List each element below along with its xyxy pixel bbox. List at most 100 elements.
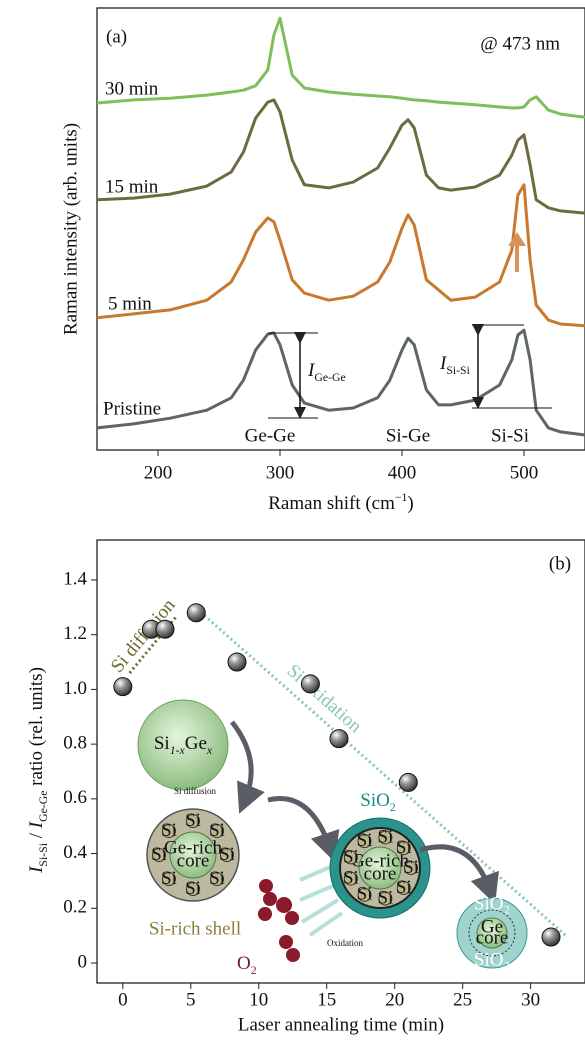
si-atom xyxy=(343,871,358,886)
core-label: Ge-rich xyxy=(164,837,223,858)
si-atom xyxy=(357,887,372,902)
spectrum xyxy=(96,16,585,119)
arrow xyxy=(419,844,499,905)
text-part: Si-Si xyxy=(446,364,470,377)
core xyxy=(169,831,217,879)
text-part: I xyxy=(307,360,316,381)
oxygen-label: O2 xyxy=(237,953,257,977)
arrow xyxy=(230,720,265,814)
si-atom xyxy=(186,814,200,828)
text-part: Raman shift (cm xyxy=(268,493,395,514)
data-point xyxy=(300,674,320,694)
text-part: / xyxy=(26,828,47,843)
core-label: core xyxy=(476,927,509,948)
core xyxy=(476,917,508,949)
oxygen-molecules xyxy=(258,879,300,962)
text-part: I xyxy=(26,865,47,874)
intensity-label: ISi-Si xyxy=(439,353,471,377)
spectrum xyxy=(96,98,585,215)
panel-label: (a) xyxy=(106,26,127,47)
y-tick-label: 0 xyxy=(78,951,88,972)
y-tick-label: 0.8 xyxy=(63,732,87,753)
text-part: I xyxy=(26,820,47,829)
oxygen-flow xyxy=(299,863,344,937)
si-label: Si xyxy=(161,820,177,841)
si-atom xyxy=(404,861,418,875)
si-atom xyxy=(210,823,225,838)
series-label: 15 min xyxy=(105,176,159,197)
x-tick-label: 30 xyxy=(521,989,540,1010)
panel-a: (a) @ 473 nm Raman intensity (arb. units… xyxy=(60,7,585,514)
si-label: Si xyxy=(219,844,235,865)
y-tick-label: 0.6 xyxy=(63,787,87,808)
alloy-particle xyxy=(137,699,229,791)
core-label: Ge-rich xyxy=(351,850,410,871)
x-tick-label: 10 xyxy=(249,989,268,1010)
trend-label: Si oxidation xyxy=(283,660,366,737)
core-label: Ge xyxy=(481,916,503,937)
si-atom xyxy=(378,891,393,906)
si-label: Si xyxy=(151,844,167,865)
si-atom xyxy=(357,834,372,849)
y-tick-label: 1.0 xyxy=(63,678,87,699)
y-axis-label: Raman intensity (arb. units) xyxy=(60,123,81,335)
data-point xyxy=(155,619,175,639)
si-label: Si xyxy=(377,887,393,908)
si-atom xyxy=(210,872,225,887)
si-label: Si xyxy=(161,868,177,889)
si-atom xyxy=(152,848,166,862)
x-tick-label: 400 xyxy=(388,462,417,483)
text-part: ratio (rel. units) xyxy=(26,667,47,790)
core-label: core xyxy=(364,863,397,884)
series-label: Pristine xyxy=(103,398,161,419)
increase-arrow-head xyxy=(508,232,526,246)
x-tick-label: 5 xyxy=(186,989,196,1010)
text-part: Ge-Ge xyxy=(37,791,50,822)
text-part: O xyxy=(237,953,251,974)
si-atom xyxy=(220,848,234,862)
x-axis-label: Raman shift (cm−1) xyxy=(268,491,414,514)
text-part: 2 xyxy=(251,964,257,977)
x-tick-label: 200 xyxy=(144,462,173,483)
si-label: Si xyxy=(185,878,201,899)
x-tick-label: 20 xyxy=(385,989,404,1010)
interface xyxy=(468,909,516,957)
text-part: Ge-Ge xyxy=(314,371,345,384)
si-atom xyxy=(396,841,411,856)
peak-label: Si-Ge xyxy=(386,425,430,446)
y-tick-label: 1.2 xyxy=(63,623,87,644)
si-atom xyxy=(186,882,200,896)
diffusion-label: Si diffusion xyxy=(174,786,217,796)
annotation: @ 473 nm xyxy=(480,33,560,54)
x-tick-label: 25 xyxy=(453,989,472,1010)
y-axis-label: ISi-Si / IGe-Ge ratio (rel. units) xyxy=(26,667,50,874)
text-part: Ge xyxy=(185,733,207,754)
si-label: Si xyxy=(357,884,373,905)
alloy-label: Si1-xGex xyxy=(154,733,213,757)
si-atom xyxy=(161,823,176,838)
si-label: Si xyxy=(396,837,412,858)
data-point xyxy=(227,652,247,672)
oxide-label: SiO₂ xyxy=(474,893,510,914)
plot-frame xyxy=(96,7,585,451)
y-tick-label: 0.4 xyxy=(63,842,87,863)
oxidation-label: Oxidation xyxy=(327,938,363,948)
core xyxy=(358,846,402,890)
data-point xyxy=(329,729,349,749)
si-label: Si xyxy=(209,820,225,841)
y-tick-label: 1.4 xyxy=(63,568,87,589)
x-axis-label: Laser annealing time (min) xyxy=(238,1014,444,1035)
si-label: Si xyxy=(209,868,225,889)
peak-label: Si-Si xyxy=(491,425,529,446)
text-part: Si xyxy=(154,733,170,754)
si-label: Si xyxy=(396,877,412,898)
y-tick-label: 0.2 xyxy=(63,897,87,918)
spectrum xyxy=(96,328,585,437)
si-label: Si xyxy=(403,857,419,878)
si-atom xyxy=(343,850,358,865)
text-part: 2 xyxy=(390,801,396,814)
text-part: 1-x xyxy=(170,744,186,757)
si-label: Si xyxy=(185,810,201,831)
shell-label: Si-rich shell xyxy=(149,918,241,939)
plot-frame xyxy=(96,539,585,984)
